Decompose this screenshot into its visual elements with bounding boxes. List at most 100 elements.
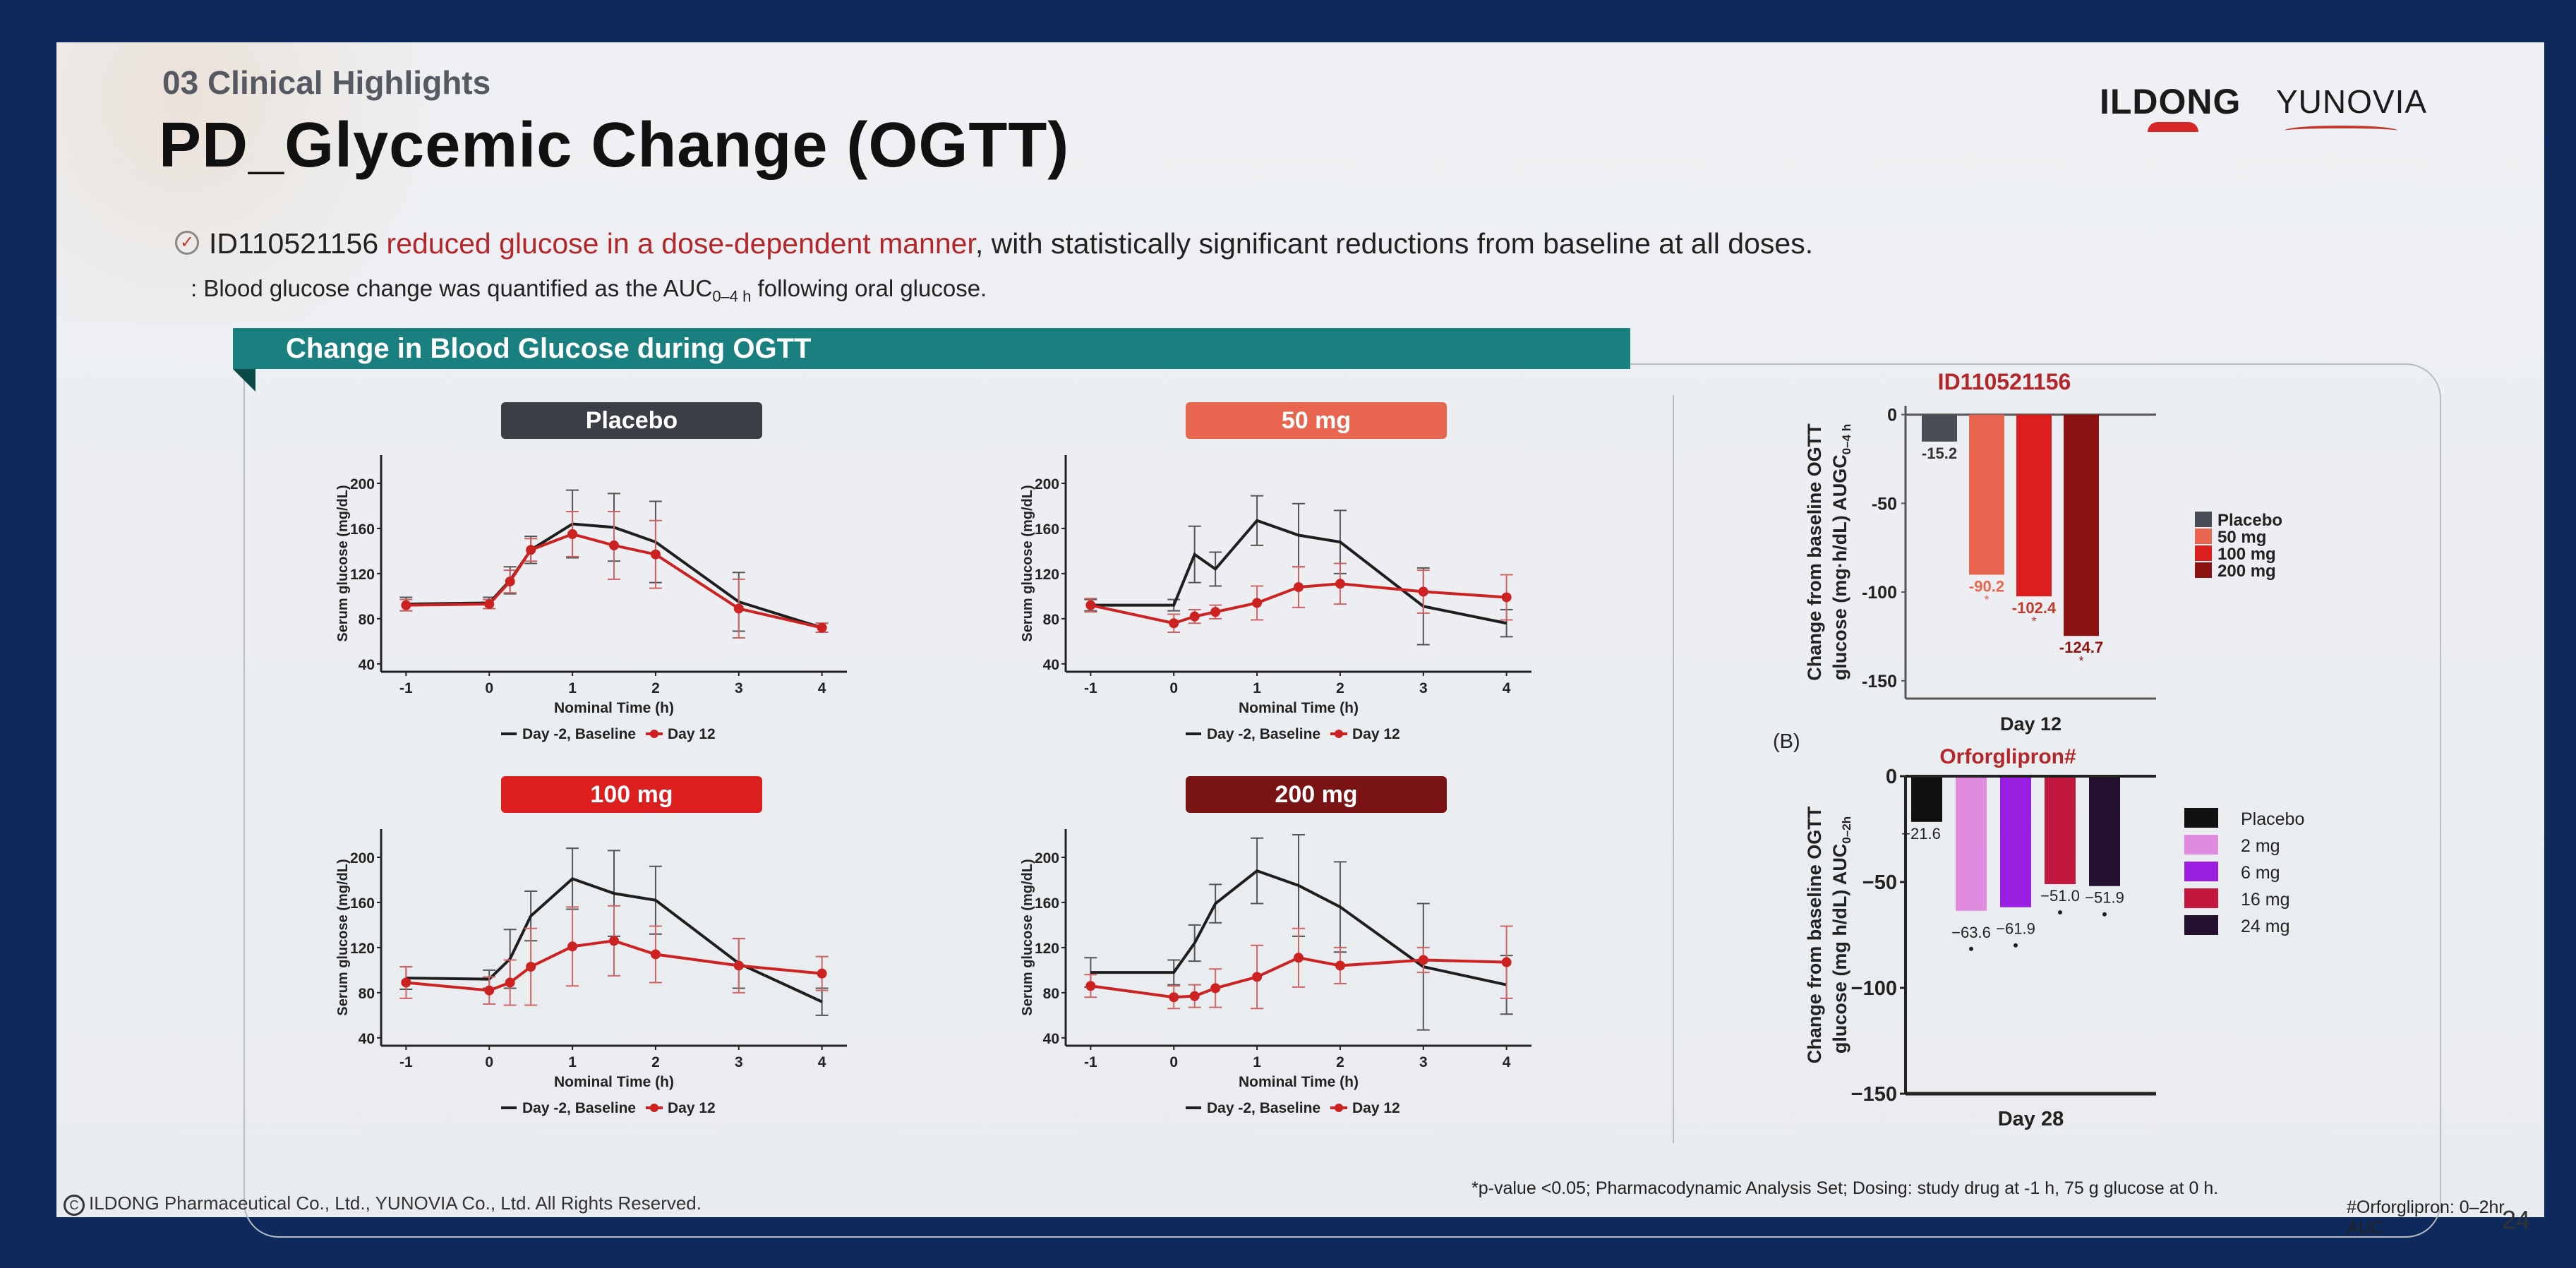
day12-point	[609, 540, 619, 550]
day12-point	[401, 977, 411, 988]
day12-point	[526, 962, 536, 972]
y-tick-label: 160	[1035, 895, 1059, 912]
method-note-prefix: : Blood glucose change was quantified as…	[191, 275, 713, 301]
day12-point	[1294, 953, 1304, 963]
logo-ildong: ILDONG	[2100, 82, 2241, 121]
day12-point	[484, 599, 495, 610]
copyright-text: ILDONG Pharmaceutical Co., Ltd., YUNOVIA…	[89, 1192, 702, 1214]
legend-day12-marker	[1335, 1104, 1343, 1112]
line-chart-50-mg: 50 mg 40 80 120 160 200 -1 0 1 2 3 4 Nominal Time (h…	[1020, 402, 1531, 742]
x-tick-label: 2	[1336, 680, 1344, 696]
bar-value-label: -102.4	[2012, 599, 2057, 617]
bar-value-label: −61.9	[1996, 920, 2035, 938]
bar-value-label: -124.7	[2059, 639, 2103, 656]
legend-day12-marker	[650, 730, 658, 738]
page-title: PD_Glycemic Change (OGTT)	[159, 110, 1070, 181]
y-axis-label: Change from baseline OGTT glucose (mg h/d…	[1804, 806, 1853, 1063]
x-axis-label: Nominal Time (h)	[1239, 1074, 1359, 1090]
bar	[1969, 414, 2004, 575]
day12-point	[733, 960, 744, 971]
highlight-text: reduced glucose in a dose-dependent mann…	[386, 227, 975, 260]
y-tick-label: 120	[350, 567, 375, 583]
y-tick-label: 200	[1035, 476, 1059, 493]
legend-label: 24 mg	[2241, 917, 2289, 936]
x-tick-label: 1	[1253, 1054, 1261, 1070]
bar-chart-title: ID110521156	[1938, 369, 2071, 394]
day12-point	[650, 949, 661, 960]
y-tick-label: 0	[1887, 406, 1897, 425]
y-tick-label: −150	[1851, 1083, 1897, 1106]
bar	[2064, 414, 2099, 636]
dose-pill	[1186, 776, 1447, 813]
day12-point	[1501, 957, 1512, 967]
legend-day12-label: Day 12	[668, 1100, 716, 1116]
dose-pill-label: Placebo	[586, 407, 678, 434]
day12-point	[1210, 983, 1221, 994]
day12-point	[1294, 582, 1304, 593]
bar	[1956, 778, 1987, 911]
x-tick-label: 3	[1419, 1054, 1428, 1070]
legend-label: 16 mg	[2241, 890, 2289, 910]
logo-arc-icon	[2148, 122, 2198, 132]
dose-pill	[501, 776, 762, 813]
y-axis-label: Serum glucose (mg/dL)	[1020, 485, 1035, 641]
y-tick-label: 40	[1043, 1031, 1059, 1047]
legend-swatch	[2184, 835, 2218, 855]
legend-baseline-label: Day -2, Baseline	[1207, 726, 1320, 742]
legend-swatch	[2184, 808, 2218, 828]
day12-point	[1085, 600, 1096, 610]
x-axis-label: Nominal Time (h)	[554, 700, 674, 716]
day12-point	[817, 622, 827, 633]
significance-marker: *	[1984, 593, 1989, 607]
y-tick-label: −50	[1862, 871, 1897, 894]
day12-point	[1418, 955, 1428, 965]
y-tick-label: 120	[1035, 941, 1059, 957]
y-tick-label: 160	[350, 521, 375, 538]
bar-chart-orforglipron: (B) Orforglipron# 0 −50 −100 −150 Day 28 Change…	[1773, 730, 2304, 1130]
x-tick-label: 3	[735, 680, 743, 696]
x-tick-label: 1	[1253, 680, 1261, 696]
significance-marker	[2058, 910, 2062, 914]
y-tick-label: 40	[359, 657, 375, 673]
day12-point	[609, 936, 619, 946]
day12-point	[1169, 992, 1179, 1003]
baseline-series-line	[406, 877, 823, 1003]
bar-value-label: −21.6	[1901, 825, 1941, 843]
bar	[1911, 778, 1942, 822]
y-tick-label: 40	[1043, 657, 1059, 673]
day12-point	[567, 529, 578, 539]
x-axis-label: Day 28	[1998, 1108, 2064, 1130]
logo-yunovia: YUNOVIA	[2276, 83, 2428, 120]
dose-pill-label: 100 mg	[590, 781, 673, 808]
x-tick-label: 3	[1419, 680, 1428, 696]
bar-chart-title: Orforglipron#	[1939, 745, 2076, 768]
bar	[2000, 778, 2031, 907]
legend-label: 200 mg	[2217, 562, 2276, 581]
legend-baseline-label: Day -2, Baseline	[522, 1100, 636, 1116]
legend-swatch	[2195, 545, 2212, 561]
legend-label: 100 mg	[2217, 545, 2276, 564]
panel-tag: (B)	[1773, 730, 1800, 753]
day12-point	[1085, 981, 1096, 991]
check-circle-icon: ✓	[175, 231, 199, 255]
page-number: 24	[2502, 1205, 2531, 1234]
y-axis-label: Change from baseline OGTT glucose (mg·h/d…	[1804, 423, 1853, 681]
x-tick-label: 0	[1169, 680, 1178, 696]
legend-baseline-label: Day -2, Baseline	[522, 726, 636, 742]
y-tick-label: 200	[1035, 850, 1059, 867]
y-tick-label: 120	[350, 941, 375, 957]
y-tick-label: 80	[1043, 612, 1059, 628]
day12-point	[817, 968, 827, 979]
day12-point	[650, 549, 661, 560]
x-tick-label: 0	[1169, 1054, 1178, 1070]
y-tick-label: 40	[359, 1031, 375, 1047]
y-tick-label: -50	[1872, 494, 1897, 514]
line-chart-placebo: Placebo 40 80 120 160 200 -1 0 1 2 3 4 Nominal Time …	[335, 402, 847, 742]
significance-marker	[1969, 946, 1973, 951]
y-tick-label: 120	[1035, 567, 1059, 583]
y-tick-label: 200	[350, 476, 375, 493]
drug-name: ID110521156	[209, 227, 379, 260]
x-tick-label: 3	[735, 1054, 743, 1070]
legend-day12-label: Day 12	[668, 726, 716, 742]
